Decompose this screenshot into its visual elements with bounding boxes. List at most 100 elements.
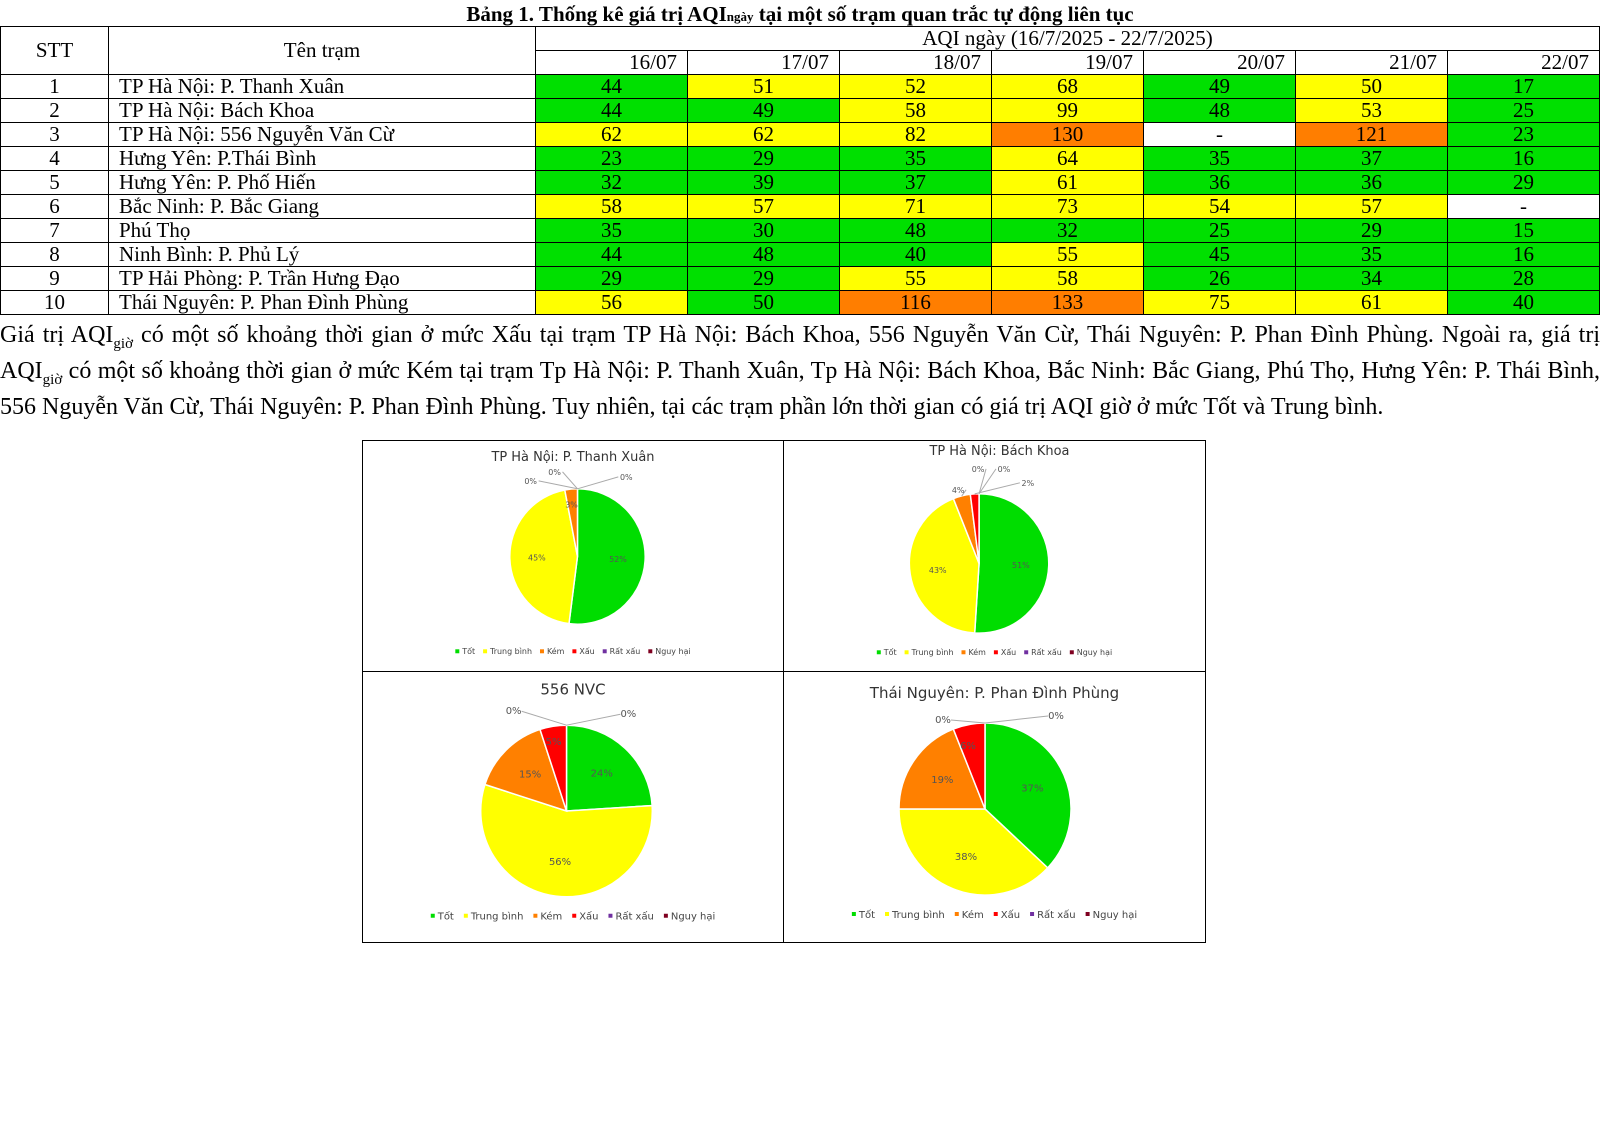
cell-aqi: 26 (1143, 266, 1296, 291)
data-label: 6% (960, 741, 976, 752)
leader-line (521, 710, 567, 726)
caption-sub: ngày (726, 9, 754, 24)
cell-aqi: 37 (1295, 146, 1448, 171)
header-date: 19/07 (991, 50, 1144, 75)
legend-swatch (539, 649, 544, 654)
cell-aqi: 40 (839, 242, 992, 267)
cell-stt: 1 (0, 74, 109, 99)
data-label: 3% (565, 501, 578, 510)
cell-aqi: 116 (839, 290, 992, 315)
cell-aqi: 29 (687, 146, 840, 171)
data-label: 4% (952, 486, 965, 495)
legend-label: Kém (540, 911, 562, 923)
cell-aqi: 35 (535, 218, 688, 243)
data-label: 0% (524, 477, 537, 486)
legend-swatch (533, 913, 538, 918)
table-row: 8 Ninh Bình: P. Phủ Lý 44 48 40 55 45 35 16 (0, 242, 1600, 267)
cell-aqi: 58 (991, 266, 1144, 291)
table-row: 3 TP Hà Nội: 556 Nguyễn Văn Cừ 62 62 82 130-1… (0, 122, 1600, 147)
cell-aqi: 48 (1143, 98, 1296, 123)
cell-aqi: 16 (1447, 146, 1600, 171)
pie-svg: TP Hà Nội: P. Thanh Xuân 52% 45% 3% 0% 0% 0% Tố… (455, 450, 691, 657)
cell-aqi: - (1447, 194, 1600, 219)
legend-label: Rất xấu (610, 646, 641, 656)
cell-aqi: 50 (1295, 74, 1448, 99)
legend-label: Kém (968, 647, 986, 657)
header-date: 18/07 (839, 50, 992, 75)
cell-aqi: 61 (991, 170, 1144, 195)
legend-swatch (876, 650, 881, 655)
data-label: 0% (972, 465, 985, 474)
table-row: 6 Bắc Ninh: P. Bắc Giang 58 57 71 73 54 57- (0, 194, 1600, 219)
cell-station: Hưng Yên: P. Phố Hiến (108, 170, 536, 195)
cell-aqi: 44 (535, 98, 688, 123)
cell-station: Bắc Ninh: P. Bắc Giang (108, 194, 536, 219)
legend-label: Nguy hại (671, 912, 715, 923)
cell-aqi: 54 (1143, 194, 1296, 219)
leader-line (974, 482, 1021, 495)
data-label: 0% (620, 709, 636, 720)
leader-line (950, 719, 986, 724)
legend-swatch (851, 912, 856, 916)
cell-stt: 5 (0, 170, 109, 195)
legend-label: Kém (962, 909, 984, 921)
description-paragraph: Giá trị AQIgiờ có một số khoảng thời gia… (0, 322, 1600, 421)
pie-slice (565, 724, 653, 812)
legend-swatch (1069, 650, 1074, 655)
pie-svg: 556 NVC 24% 56% 15% 5% 0% 0% Tốt Trung bình Kém Xấ… (430, 680, 715, 923)
cell-aqi: 25 (1447, 98, 1600, 123)
leader-line (566, 713, 621, 726)
legend-label: Nguy hại (1093, 910, 1138, 921)
cell-aqi: 58 (535, 194, 688, 219)
cell-aqi: 29 (535, 266, 688, 291)
legend-swatch (1024, 650, 1029, 655)
leader-line (538, 480, 578, 490)
legend-swatch (885, 912, 890, 916)
legend-swatch (993, 912, 998, 916)
cell-aqi: 133 (991, 290, 1144, 315)
legend-label: Nguy hại (1077, 648, 1112, 658)
data-label: 0% (998, 465, 1011, 474)
cell-aqi: 29 (1295, 218, 1448, 243)
leader-line (984, 715, 1049, 724)
cell-aqi: 62 (535, 122, 688, 147)
cell-aqi: 45 (1143, 242, 1296, 267)
legend-label: Tốt (437, 911, 454, 923)
pie-chart-thanh-xuan: TP Hà Nội: P. Thanh Xuân 52% 45% 3% 0% 0% 0% Tố… (363, 441, 784, 672)
cell-aqi: 71 (839, 194, 992, 219)
pie-chart-phan-dinh-phung: Thái Nguyên: P. Phan Đình Phùng 37% 38% 19%… (784, 672, 1205, 942)
legend-swatch (572, 649, 577, 654)
pie-chart-556-nvc: 556 NVC 24% 56% 15% 5% 0% 0% Tốt Trung bình Kém Xấ… (363, 672, 784, 942)
table-row: 1 TP Hà Nội: P. Thanh Xuân 44 51 52 68 49 50 17 (0, 74, 1600, 99)
cell-aqi: 52 (839, 74, 992, 99)
legend-swatch (648, 649, 653, 654)
legend-swatch (483, 649, 488, 654)
cell-station: TP Hà Nội: P. Thanh Xuân (108, 74, 536, 99)
para-text: có một số khoảng thời gian ở mức Kém tại… (0, 357, 1600, 420)
cell-aqi: 62 (687, 122, 840, 147)
chart-title: 556 NVC (540, 680, 605, 698)
cell-aqi: 15 (1447, 218, 1600, 243)
table-row: 4 Hưng Yên: P.Thái Bình 23 29 35 64 35 37 16 (0, 146, 1600, 171)
cell-aqi: 51 (687, 74, 840, 99)
cell-aqi: 36 (1295, 170, 1448, 195)
cell-stt: 6 (0, 194, 109, 219)
pie-slice (509, 489, 579, 625)
cell-aqi: 49 (1143, 74, 1296, 99)
header-date: 20/07 (1143, 50, 1296, 75)
legend-label: Xấu (1001, 647, 1016, 657)
cell-aqi: 57 (1295, 194, 1448, 219)
cell-station: Phú Thọ (108, 218, 536, 243)
cell-station: TP Hà Nội: 556 Nguyễn Văn Cừ (108, 122, 536, 147)
caption-rest: tại một số trạm quan trắc tự động liên t… (753, 2, 1134, 26)
header-station: Tên trạm (108, 26, 536, 75)
pie-slice (480, 783, 654, 898)
table-row: 2 TP Hà Nội: Bách Khoa 44 49 58 99 48 53 25 (0, 98, 1600, 123)
cell-aqi: 49 (687, 98, 840, 123)
data-label: 0% (1048, 711, 1064, 722)
cell-aqi: 73 (991, 194, 1144, 219)
legend-label: Xấu (579, 646, 594, 656)
header-date: 21/07 (1295, 50, 1448, 75)
cell-aqi: 56 (535, 290, 688, 315)
pie-slice (908, 497, 980, 634)
